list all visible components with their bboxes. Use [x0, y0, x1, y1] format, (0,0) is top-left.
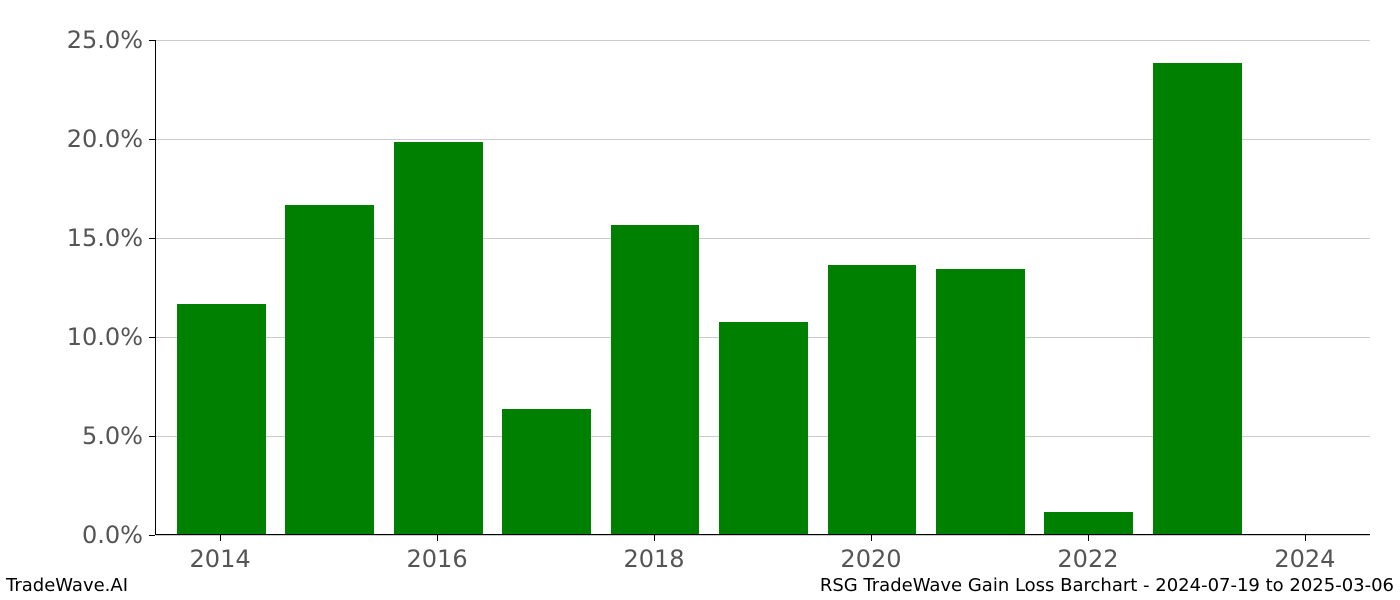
ytick-mark [149, 337, 155, 338]
footer-right-text: RSG TradeWave Gain Loss Barchart - 2024-… [820, 575, 1394, 596]
ytick-label: 10.0% [67, 323, 143, 351]
bar [1044, 512, 1133, 534]
ytick-label: 15.0% [67, 224, 143, 252]
xtick-label: 2022 [1057, 545, 1118, 573]
ytick-mark [149, 436, 155, 437]
gridline [156, 40, 1370, 41]
bar [611, 225, 700, 534]
bar [936, 269, 1025, 534]
xtick-mark [871, 535, 872, 541]
xtick-mark [220, 535, 221, 541]
bar [285, 205, 374, 534]
ytick-label: 20.0% [67, 125, 143, 153]
xtick-mark [1088, 535, 1089, 541]
ytick-mark [149, 40, 155, 41]
bar [502, 409, 591, 534]
xtick-label: 2020 [840, 545, 901, 573]
gridline [156, 535, 1370, 536]
ytick-label: 0.0% [82, 521, 143, 549]
xtick-label: 2024 [1274, 545, 1335, 573]
ytick-label: 25.0% [67, 26, 143, 54]
ytick-mark [149, 238, 155, 239]
footer-left-text: TradeWave.AI [6, 575, 128, 596]
xtick-label: 2014 [190, 545, 251, 573]
ytick-mark [149, 535, 155, 536]
chart-container: TradeWave.AI RSG TradeWave Gain Loss Bar… [0, 0, 1400, 600]
ytick-label: 5.0% [82, 422, 143, 450]
ytick-mark [149, 139, 155, 140]
xtick-mark [1305, 535, 1306, 541]
xtick-mark [437, 535, 438, 541]
bar [828, 265, 917, 534]
plot-area [155, 40, 1370, 535]
bar [394, 142, 483, 534]
xtick-label: 2018 [623, 545, 684, 573]
bar [1153, 63, 1242, 534]
bar [719, 322, 808, 534]
bar [177, 304, 266, 534]
xtick-mark [654, 535, 655, 541]
xtick-label: 2016 [407, 545, 468, 573]
